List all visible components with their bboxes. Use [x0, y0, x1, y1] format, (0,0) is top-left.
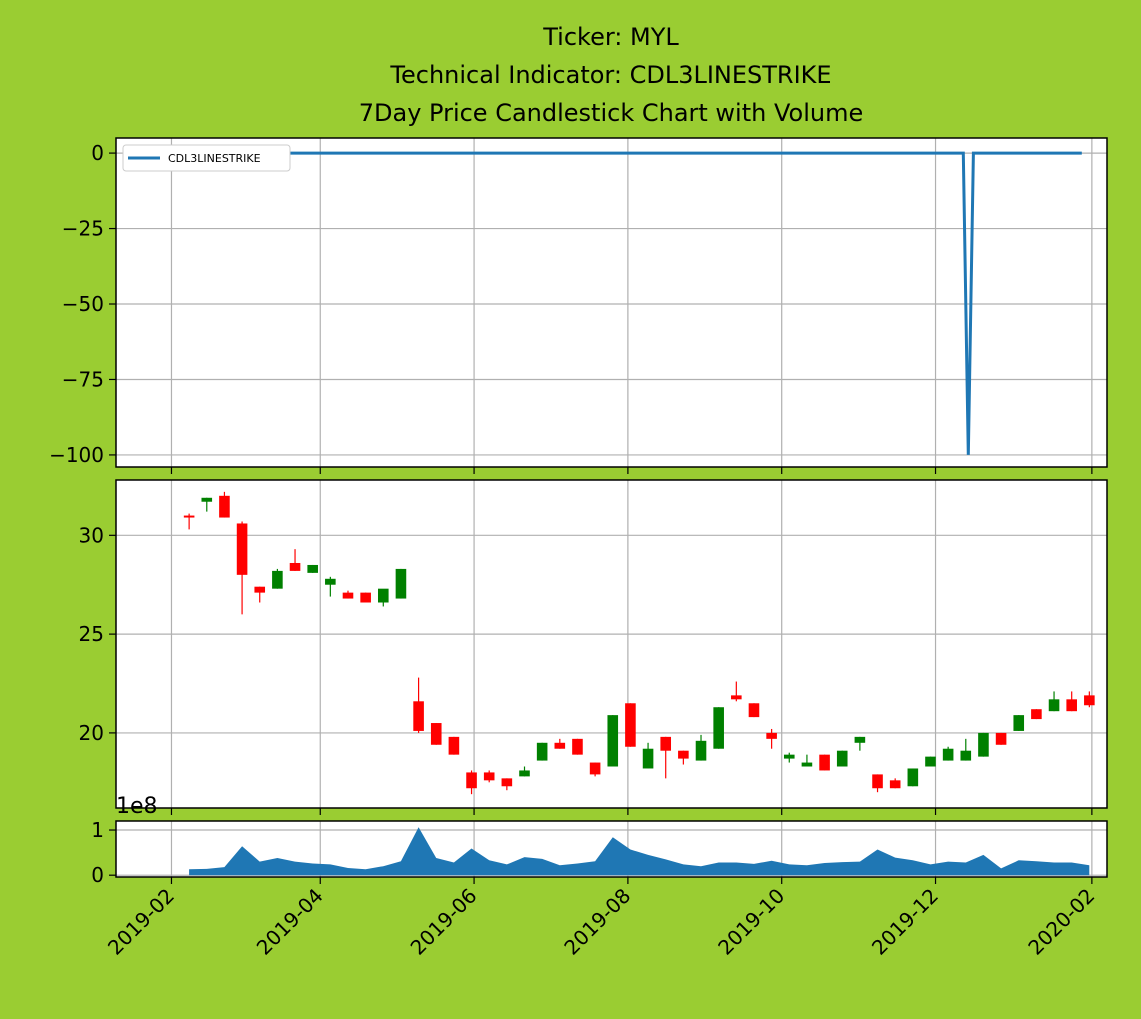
candle-body-12 [395, 568, 407, 599]
title-line-1: Ticker: MYL [542, 23, 679, 51]
candle-body-14 [430, 723, 442, 745]
candle-body-51 [1084, 695, 1095, 706]
title-line-2: Technical Indicator: CDL3LINESTRIKE [389, 61, 831, 89]
title-line-3: 7Day Price Candlestick Chart with Volume [359, 99, 864, 127]
indicator-ytick-label-2: −50 [62, 292, 104, 316]
candle-body-22 [572, 738, 583, 755]
price-ytick-label-1: 25 [79, 622, 104, 646]
volume-offset-label: 1e8 [116, 794, 158, 819]
candle-body-17 [483, 772, 495, 781]
candle-body-16 [466, 772, 477, 789]
legend-box [122, 144, 291, 172]
candle-body-3 [236, 523, 248, 575]
candle-body-5 [272, 570, 283, 589]
candle-body-9 [342, 592, 354, 599]
candle-body-42 [925, 756, 936, 767]
candle-body-20 [536, 742, 548, 761]
candle-body-50 [1066, 699, 1077, 712]
price-ytick-label-2: 30 [79, 523, 104, 547]
indicator-ytick-label-3: −75 [62, 367, 104, 391]
candle-body-2 [219, 495, 230, 518]
candle-body-0 [183, 515, 195, 518]
candle-body-15 [448, 736, 460, 755]
volume-axes-frame [115, 820, 1108, 878]
candle-body-24 [607, 715, 619, 767]
candle-body-28 [678, 750, 689, 759]
indicator-legend: CDL3LINESTRIKE [122, 144, 291, 172]
candle-body-44 [960, 750, 972, 761]
price-axes-frame [115, 479, 1108, 809]
candle-body-6 [289, 562, 301, 571]
candle-body-32 [748, 703, 760, 718]
candlesticks [183, 491, 1095, 795]
legend-label: CDL3LINESTRIKE [168, 152, 261, 165]
candle-body-27 [660, 736, 672, 751]
volume-y-axis: 01 [91, 818, 116, 887]
indicator-axes-frame [115, 137, 1108, 468]
candle-body-33 [766, 732, 777, 739]
candle-body-37 [836, 750, 848, 767]
candle-body-13 [413, 701, 424, 731]
candle-body-26 [642, 748, 654, 769]
candle-body-48 [1031, 709, 1042, 720]
indicator-y-axis: 0 −25 −50 −75 −100 [49, 141, 116, 467]
indicator-series-line [179, 151, 1082, 455]
candle-body-1 [201, 497, 213, 502]
candle-body-25 [625, 703, 636, 747]
candle-body-39 [872, 774, 883, 789]
candle-body-38 [854, 736, 866, 743]
candle-body-29 [695, 740, 707, 761]
volume-ytick-label-1: 1 [91, 818, 104, 842]
candle-body-45 [978, 732, 989, 757]
price-y-axis: 20 25 30 [79, 523, 116, 745]
candle-body-19 [519, 770, 530, 777]
candle-body-35 [801, 762, 813, 767]
indicator-ytick-label-1: −25 [62, 217, 104, 241]
candle-body-4 [254, 586, 266, 593]
candle-body-46 [995, 732, 1007, 745]
candle-body-30 [713, 707, 724, 749]
candle-body-41 [907, 768, 919, 787]
price-ytick-label-0: 20 [79, 721, 104, 745]
candle-body-40 [889, 780, 901, 789]
volume-area [189, 827, 1090, 876]
candle-body-7 [307, 564, 318, 573]
candle-body-49 [1048, 699, 1060, 712]
volume-ytick-label-0: 0 [91, 863, 104, 887]
candle-body-11 [377, 588, 389, 603]
candle-body-36 [819, 754, 830, 771]
candle-body-23 [589, 762, 601, 775]
candle-body-31 [731, 695, 742, 700]
candle-body-8 [325, 578, 336, 585]
indicator-ytick-label-0: 0 [91, 141, 104, 165]
candle-body-18 [501, 778, 513, 787]
indicator-ytick-label-4: −100 [49, 443, 104, 467]
candle-body-21 [554, 742, 566, 749]
candle-body-43 [942, 748, 954, 761]
candle-body-10 [360, 592, 371, 603]
candle-body-34 [783, 754, 795, 759]
indicator-plot-area [116, 138, 1107, 467]
candle-body-47 [1013, 715, 1025, 731]
